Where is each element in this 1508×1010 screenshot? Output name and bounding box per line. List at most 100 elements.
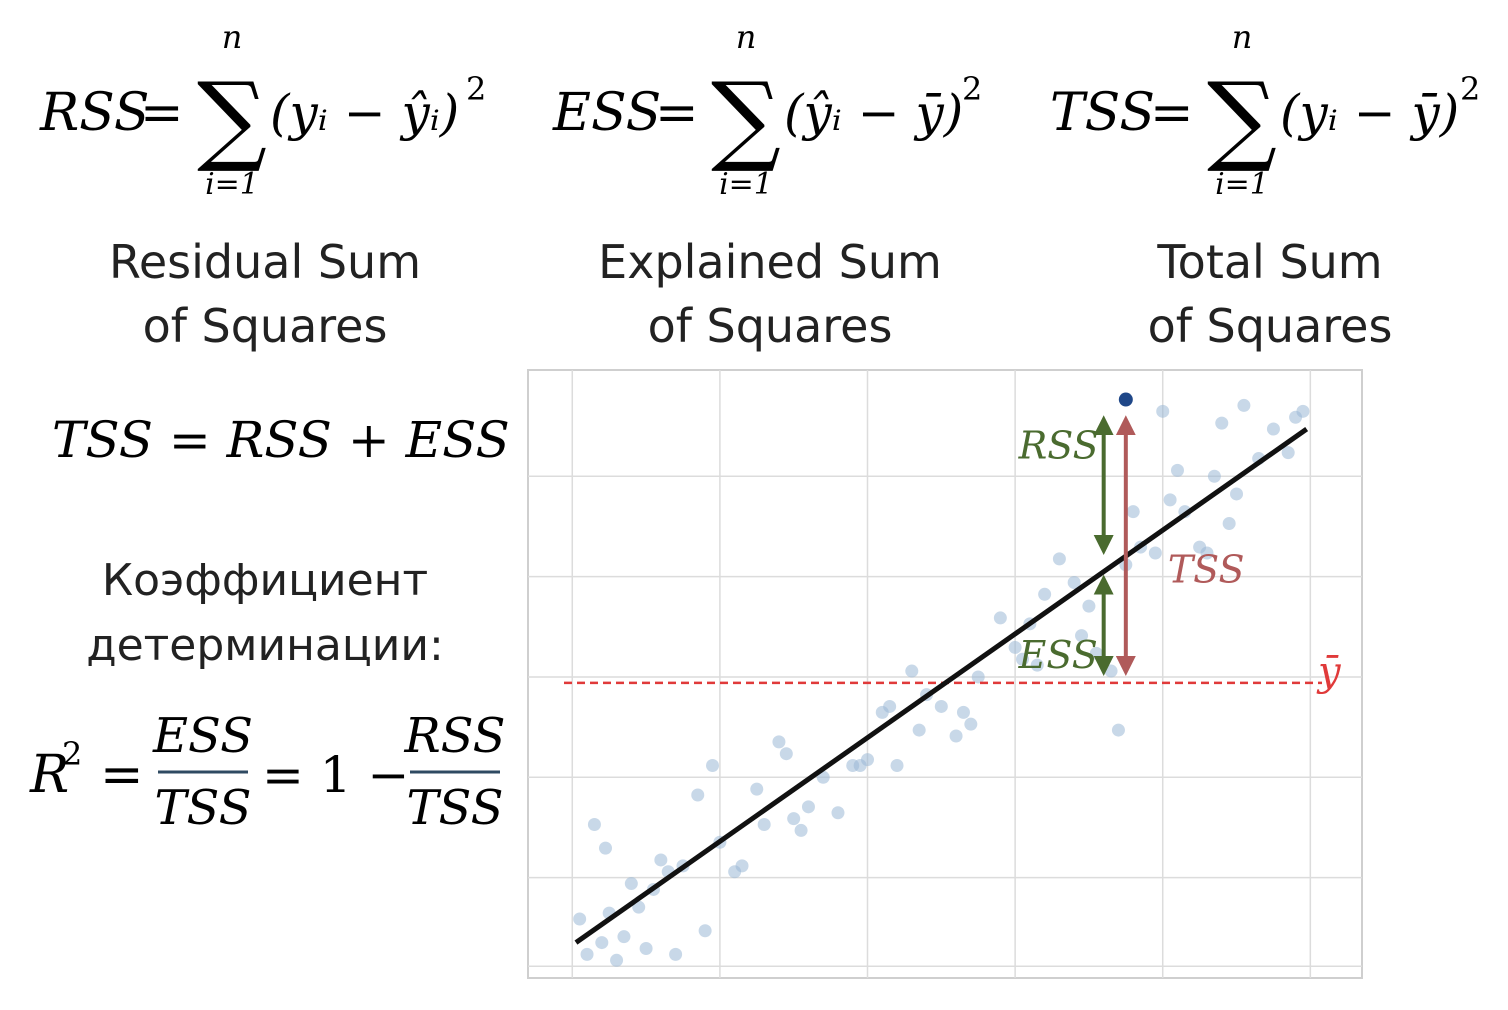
rss-formula-lhs: RSS	[39, 83, 149, 143]
data-point	[1126, 505, 1140, 519]
frac2-denominator: TSS	[407, 780, 504, 836]
data-point	[595, 936, 609, 950]
r2-power: 2	[62, 735, 82, 773]
rss-formula-power: 2	[466, 70, 486, 108]
tss-formula-power: 2	[1460, 70, 1480, 108]
ess-formula-power: 2	[962, 70, 982, 108]
rss-caption: Residual Sum of Squares	[95, 230, 435, 358]
ess-caption: Explained Sum of Squares	[585, 230, 955, 358]
data-point	[580, 947, 594, 961]
data-point	[1111, 723, 1125, 737]
data-point	[1222, 516, 1236, 530]
data-point	[971, 670, 985, 684]
tss-caption: Total Sum of Squares	[1120, 230, 1420, 358]
data-point	[610, 953, 624, 967]
data-point	[801, 800, 815, 814]
data-point	[1266, 422, 1280, 436]
sum-upper-limit: n	[736, 18, 757, 56]
data-point	[698, 924, 712, 938]
data-point	[905, 664, 919, 678]
rss-formula: RSS = n ∑ i=1 (yᵢ − ŷᵢ) 2	[39, 18, 486, 202]
data-point	[1067, 576, 1081, 590]
data-point	[1156, 404, 1170, 418]
rss-formula-body: (yᵢ − ŷᵢ)	[270, 84, 459, 142]
tss-arrow-label: TSS	[1168, 548, 1245, 592]
data-point	[1215, 416, 1229, 430]
plot-grid	[528, 370, 1362, 978]
equals-sign: =	[140, 83, 184, 143]
data-point	[706, 758, 720, 772]
rss-arrow-label: RSS	[1018, 424, 1099, 468]
equals-sign: =	[655, 83, 699, 143]
data-point	[1296, 404, 1310, 418]
data-point	[1104, 664, 1118, 678]
data-point	[949, 729, 963, 743]
ess-formula: ESS = n ∑ i=1 (ŷᵢ − ȳ) 2	[552, 18, 982, 202]
data-point	[632, 900, 646, 914]
data-point	[757, 818, 771, 832]
data-point	[772, 735, 786, 749]
sigma-icon: ∑	[711, 62, 781, 176]
equals-sign: =	[1150, 83, 1194, 143]
data-point	[890, 758, 904, 772]
data-point	[669, 947, 683, 961]
highlighted-point	[1118, 392, 1133, 407]
data-point	[779, 747, 793, 761]
data-point	[883, 699, 897, 713]
data-point	[1038, 587, 1052, 601]
regression-line	[574, 426, 1309, 945]
mean-label: ȳ	[1316, 649, 1342, 695]
tss-caption-line1: Total Sum	[1157, 235, 1383, 289]
equals-sign: =	[100, 745, 144, 805]
sigma-icon: ∑	[1207, 62, 1277, 176]
ess-formula-body: (ŷᵢ − ȳ)	[784, 84, 963, 142]
data-point	[1075, 629, 1089, 643]
data-point	[1082, 599, 1096, 613]
sum-lower-limit: i=1	[1215, 167, 1269, 202]
coef-label-line1: Коэффициент	[102, 555, 428, 606]
sum-upper-limit: n	[222, 18, 243, 56]
data-point	[934, 699, 948, 713]
data-point	[1015, 652, 1029, 666]
frac2-numerator: RSS	[403, 708, 505, 764]
rss-caption-line1: Residual Sum	[108, 235, 422, 289]
frac1-numerator: ESS	[152, 708, 253, 764]
data-point	[1281, 446, 1295, 460]
formula-row: RSS = n ∑ i=1 (yᵢ − ŷᵢ) 2 ESS = n ∑ i=1 …	[39, 18, 1480, 202]
data-point	[787, 812, 801, 826]
tss-formula-lhs: TSS	[1050, 83, 1155, 143]
identity-formula: TSS = RSS + ESS	[52, 411, 510, 469]
data-point	[964, 717, 978, 731]
data-point	[587, 818, 601, 832]
data-point	[1052, 552, 1066, 566]
coef-label-line2: детерминации:	[86, 620, 444, 671]
data-point	[993, 611, 1007, 625]
sum-lower-limit: i=1	[719, 167, 773, 202]
data-point	[691, 788, 705, 802]
ess-formula-lhs: ESS	[552, 83, 661, 143]
sum-upper-limit: n	[1232, 18, 1253, 56]
data-point	[617, 930, 631, 944]
r2-lhs: R	[29, 745, 69, 805]
data-point	[750, 782, 764, 796]
data-point	[794, 823, 808, 837]
data-point	[912, 723, 926, 737]
data-point	[624, 877, 638, 891]
one-minus: = 1 −	[262, 746, 409, 804]
data-point	[1030, 658, 1044, 672]
tss-formula-body: (yᵢ − ȳ)	[1280, 84, 1459, 142]
data-point	[1230, 487, 1244, 501]
data-point	[1200, 546, 1214, 560]
data-point	[831, 806, 845, 820]
data-point	[735, 859, 749, 873]
ess-caption-line1: Explained Sum	[598, 235, 942, 289]
r2-formula: R 2 = ESS TSS = 1 − RSS TSS	[29, 708, 506, 836]
rss-caption-line2: of Squares	[142, 299, 388, 353]
ess-caption-line2: of Squares	[647, 299, 893, 353]
tss-formula: TSS = n ∑ i=1 (yᵢ − ȳ) 2	[1050, 18, 1480, 202]
data-point	[573, 912, 587, 926]
data-point	[1008, 640, 1022, 654]
data-point	[1170, 463, 1184, 477]
data-point	[1207, 469, 1221, 483]
